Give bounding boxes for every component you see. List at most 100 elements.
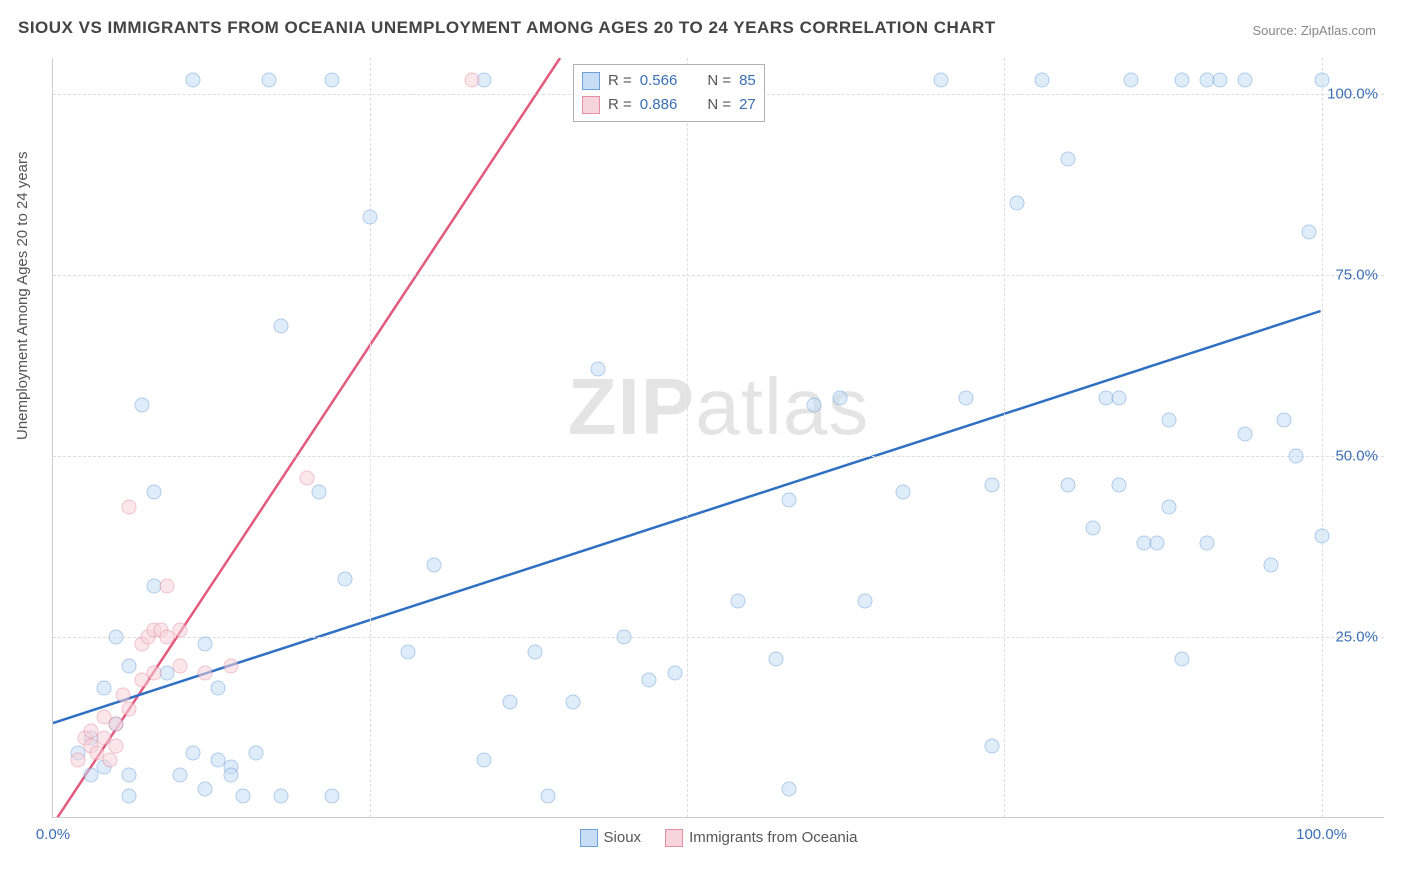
legend-swatch — [582, 96, 600, 114]
legend-stat-row: R = 0.566 N = 85 — [582, 69, 756, 93]
legend-r-value: 0.886 — [640, 93, 678, 117]
data-point — [1086, 521, 1101, 536]
data-point — [528, 644, 543, 659]
data-point — [172, 659, 187, 674]
data-point — [147, 485, 162, 500]
chart-title: SIOUX VS IMMIGRANTS FROM OCEANIA UNEMPLO… — [18, 18, 996, 38]
data-point — [210, 753, 225, 768]
data-point — [1111, 391, 1126, 406]
data-point — [1213, 72, 1228, 87]
legend-item-sioux: Sioux — [580, 829, 642, 847]
data-point — [1124, 72, 1139, 87]
data-point — [236, 789, 251, 804]
data-point — [934, 72, 949, 87]
data-point — [591, 362, 606, 377]
data-point — [185, 745, 200, 760]
data-point — [1238, 427, 1253, 442]
watermark: ZIPatlas — [568, 361, 869, 453]
gridline-v — [1004, 58, 1005, 817]
data-point — [1149, 535, 1164, 550]
data-point — [109, 716, 124, 731]
data-point — [1035, 72, 1050, 87]
data-point — [401, 644, 416, 659]
data-point — [1238, 72, 1253, 87]
data-point — [122, 767, 137, 782]
data-point — [160, 579, 175, 594]
data-point — [71, 753, 86, 768]
gridline-h — [53, 637, 1384, 638]
data-point — [781, 492, 796, 507]
legend-n-label: N = — [707, 93, 731, 117]
data-point — [312, 485, 327, 500]
y-tick-label: 50.0% — [1335, 448, 1378, 465]
chart-plot-area: ZIPatlas Sioux Immigrants from Oceania 2… — [52, 58, 1384, 818]
data-point — [1010, 195, 1025, 210]
legend-n-value: 85 — [739, 69, 756, 93]
data-point — [96, 680, 111, 695]
y-tick-label: 75.0% — [1335, 267, 1378, 284]
data-point — [832, 391, 847, 406]
y-axis-label: Unemployment Among Ages 20 to 24 years — [14, 151, 31, 440]
legend-bottom: Sioux Immigrants from Oceania — [580, 829, 858, 847]
data-point — [109, 630, 124, 645]
data-point — [984, 478, 999, 493]
legend-r-label: R = — [608, 93, 632, 117]
data-point — [895, 485, 910, 500]
data-point — [1314, 72, 1329, 87]
data-point — [363, 210, 378, 225]
legend-stats-box: R = 0.566 N = 85 R = 0.886 N = 27 — [573, 64, 765, 122]
data-point — [84, 767, 99, 782]
data-point — [781, 782, 796, 797]
data-point — [540, 789, 555, 804]
data-point — [109, 738, 124, 753]
legend-n-value: 27 — [739, 93, 756, 117]
legend-stat-row: R = 0.886 N = 27 — [582, 93, 756, 117]
data-point — [984, 738, 999, 753]
data-point — [261, 72, 276, 87]
data-point — [122, 789, 137, 804]
x-tick-label: 0.0% — [36, 826, 70, 843]
data-point — [1289, 449, 1304, 464]
data-point — [1301, 224, 1316, 239]
data-point — [642, 673, 657, 688]
data-point — [731, 593, 746, 608]
legend-swatch — [582, 72, 600, 90]
gridline-v — [1322, 58, 1323, 817]
gridline-h — [53, 275, 1384, 276]
y-tick-label: 100.0% — [1327, 86, 1378, 103]
data-point — [274, 789, 289, 804]
gridline-v — [370, 58, 371, 817]
data-point — [248, 745, 263, 760]
data-point — [122, 659, 137, 674]
legend-r-value: 0.566 — [640, 69, 678, 93]
data-point — [1162, 499, 1177, 514]
data-point — [1060, 478, 1075, 493]
data-point — [1276, 412, 1291, 427]
gridline-h — [53, 456, 1384, 457]
data-point — [464, 72, 479, 87]
gridline-v — [687, 58, 688, 817]
legend-n-label: N = — [707, 69, 731, 93]
data-point — [147, 666, 162, 681]
data-point — [667, 666, 682, 681]
data-point — [172, 622, 187, 637]
data-point — [566, 695, 581, 710]
data-point — [1175, 651, 1190, 666]
data-point — [857, 593, 872, 608]
data-point — [426, 557, 441, 572]
data-point — [103, 753, 118, 768]
chart-header: SIOUX VS IMMIGRANTS FROM OCEANIA UNEMPLO… — [0, 0, 1406, 46]
data-point — [122, 702, 137, 717]
data-point — [1111, 478, 1126, 493]
data-point — [337, 572, 352, 587]
data-point — [325, 72, 340, 87]
data-point — [115, 687, 130, 702]
data-point — [1200, 535, 1215, 550]
data-point — [959, 391, 974, 406]
data-point — [477, 753, 492, 768]
legend-r-label: R = — [608, 69, 632, 93]
data-point — [325, 789, 340, 804]
data-point — [769, 651, 784, 666]
data-point — [616, 630, 631, 645]
data-point — [172, 767, 187, 782]
